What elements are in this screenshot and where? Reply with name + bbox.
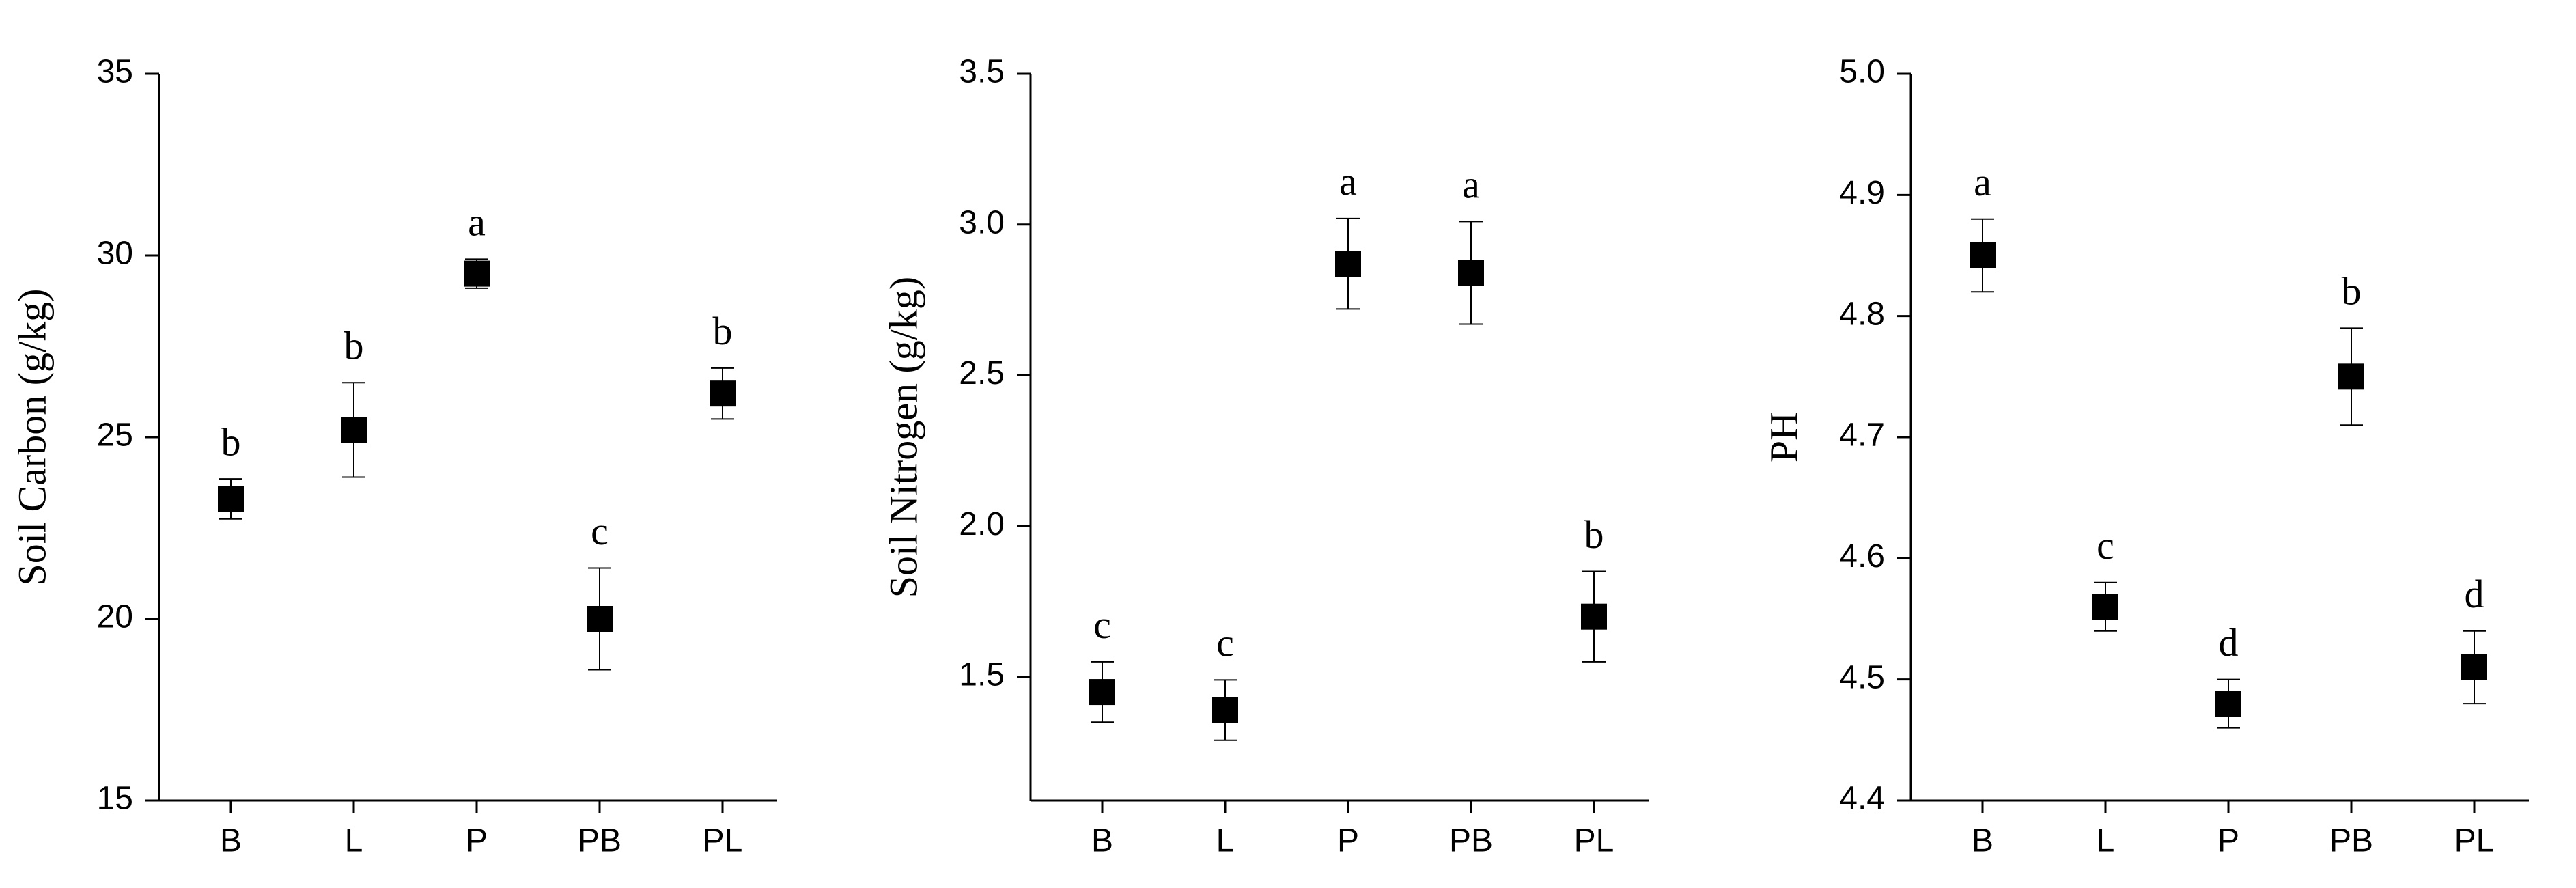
x-tick-label: B [220, 823, 242, 859]
x-tick-label: PB [1449, 823, 1493, 859]
y-tick-label: 25 [97, 417, 133, 454]
marker [2092, 594, 2118, 620]
x-tick-label: PB [2329, 823, 2373, 859]
y-tick-label: 2.0 [959, 506, 1005, 542]
marker [341, 417, 367, 443]
x-tick-label: PL [2454, 823, 2495, 859]
y-tick-label: 4.6 [1839, 538, 1885, 574]
y-tick-label: 15 [97, 781, 133, 817]
significance-letter: d [2465, 572, 2484, 616]
marker [2461, 654, 2487, 680]
significance-letter: a [1462, 163, 1480, 207]
y-tick-label: 4.9 [1839, 175, 1885, 211]
significance-letter: c [2097, 523, 2114, 568]
marker [1581, 603, 1607, 630]
x-tick-label: PB [578, 823, 621, 859]
y-tick-label: 4.7 [1839, 417, 1885, 454]
y-tick-label: 1.5 [959, 657, 1005, 693]
marker [464, 260, 490, 287]
significance-letter: b [344, 324, 364, 368]
x-tick-label: L [345, 823, 363, 859]
y-tick-label: 30 [97, 236, 133, 272]
y-tick-label: 20 [97, 599, 133, 635]
x-tick-label: P [2217, 823, 2239, 859]
significance-letter: c [591, 509, 608, 553]
marker [218, 486, 244, 512]
y-tick-label: 35 [97, 54, 133, 90]
y-axis-label: Soil Carbon (g/kg) [10, 289, 54, 586]
x-tick-label: P [466, 823, 488, 859]
significance-letter: a [1974, 160, 1991, 204]
significance-letter: a [1339, 159, 1357, 204]
y-tick-label: 4.8 [1839, 296, 1885, 332]
y-tick-label: 5.0 [1839, 54, 1885, 90]
y-tick-label: 3.5 [959, 54, 1005, 90]
marker [1458, 260, 1484, 286]
x-tick-label: L [2097, 823, 2115, 859]
marker [1970, 242, 1996, 268]
x-tick-label: B [1972, 823, 1993, 859]
marker [1335, 251, 1361, 277]
marker [587, 606, 613, 632]
y-axis-label: Soil Nitrogen (g/kg) [881, 277, 925, 598]
x-tick-label: B [1091, 823, 1113, 859]
y-tick-label: 3.0 [959, 204, 1005, 240]
significance-letter: c [1216, 621, 1234, 665]
marker [710, 380, 736, 407]
significance-letter: b [221, 419, 241, 464]
x-tick-label: PL [703, 823, 743, 859]
marker [1089, 679, 1115, 706]
y-tick-label: 2.5 [959, 355, 1005, 391]
x-tick-label: P [1337, 823, 1359, 859]
significance-letter: d [2219, 620, 2239, 665]
x-tick-label: L [1216, 823, 1235, 859]
y-axis-label: PH [1761, 412, 1806, 462]
y-tick-label: 4.5 [1839, 659, 1885, 695]
significance-letter: b [713, 309, 733, 353]
x-tick-label: PL [1574, 823, 1614, 859]
marker [2338, 363, 2364, 390]
significance-letter: b [2342, 269, 2362, 314]
significance-letter: b [1584, 512, 1604, 557]
y-tick-label: 4.4 [1839, 781, 1885, 817]
significance-letter: a [468, 200, 486, 245]
significance-letter: c [1093, 602, 1111, 647]
marker [1212, 697, 1238, 723]
marker [2215, 691, 2241, 717]
